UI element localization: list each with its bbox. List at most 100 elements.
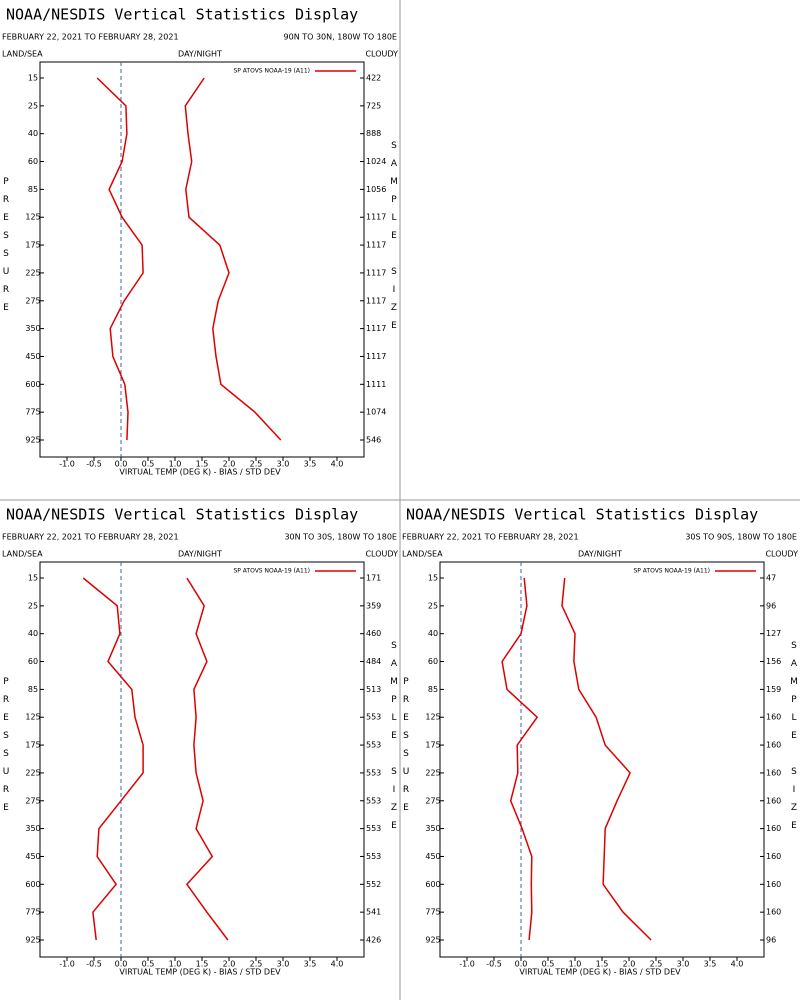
profile-line [501,577,539,941]
y2-axis-label: SAMPLE SIZE [389,641,399,839]
y-axis-label: PRESSURE [1,677,11,821]
x-tick-label: -0.5 [486,960,502,969]
sample-size: 553 [366,824,381,833]
pressure-label: 775 [425,908,440,917]
sample-size: 888 [366,129,381,138]
x-tick-label: 3.5 [304,960,317,969]
pressure-label: 275 [425,796,440,805]
pressure-label: 25 [28,101,38,110]
sample-size: 160 [766,768,781,777]
x-tick-label: 4.0 [331,460,344,469]
y-axis-label: PRESSURE [401,677,411,821]
plot-frame [439,561,765,958]
region: 30N TO 30S, 180W TO 180E [284,533,397,542]
pressure-label: 350 [25,324,40,333]
x-tick-label: -1.0 [59,460,75,469]
sample-size: 96 [766,936,776,945]
pressure-label: 450 [25,352,40,361]
x-tick-label: 1.0 [569,960,582,969]
pressure-label: 85 [28,185,38,194]
pressure-label: 15 [28,74,38,83]
pressure-label: 925 [25,436,40,445]
sample-size: 96 [766,601,776,610]
header: DAY/NIGHT [178,50,222,59]
pressure-label: 600 [425,880,440,889]
profile-line [184,77,282,441]
region: 90N TO 30N, 180W TO 180E [284,33,397,42]
x-axis-label: VIRTUAL TEMP (DEG K) - BIAS / STD DEV [519,968,681,977]
x-tick-label: 1.0 [169,460,182,469]
sample-size: 127 [766,629,781,638]
sample-size: 1056 [366,185,386,194]
chart-title: NOAA/NESDIS Vertical Statistics Display [6,6,358,24]
sample-size: 553 [366,852,381,861]
sample-size: 1117 [366,296,386,305]
sample-size: 426 [366,936,381,945]
panel: NOAA/NESDIS Vertical Statistics Display F… [1,6,399,477]
sample-size: 160 [766,852,781,861]
pressure-label: 775 [25,408,40,417]
sample-size: 1117 [366,241,386,250]
x-tick-label: 3.0 [277,960,290,969]
x-tick-label: 0.0 [515,960,528,969]
pressure-label: 40 [28,629,38,638]
sample-size: 160 [766,908,781,917]
date-range: FEBRUARY 22, 2021 TO FEBRUARY 28, 2021 [402,533,579,542]
pressure-label: 15 [28,574,38,583]
x-tick-label: 4.0 [331,960,344,969]
sample-size: 171 [366,574,381,583]
sample-size: 553 [366,741,381,750]
header: LAND/SEA [2,50,43,59]
x-tick-label: 0.5 [542,960,555,969]
x-axis-label: VIRTUAL TEMP (DEG K) - BIAS / STD DEV [119,468,281,477]
date-range: FEBRUARY 22, 2021 TO FEBRUARY 28, 2021 [2,33,179,42]
x-tick-label: 1.5 [196,460,209,469]
x-tick-label: 4.0 [731,960,744,969]
profile-line [185,577,229,941]
x-axis-label: VIRTUAL TEMP (DEG K) - BIAS / STD DEV [119,968,281,977]
pressure-label: 60 [28,657,38,666]
x-tick-label: -0.5 [86,460,102,469]
pressure-label: 775 [25,908,40,917]
sample-size: 160 [766,796,781,805]
header: CLOUDY [365,50,398,59]
y2-axis-label: SAMPLE SIZE [389,141,399,339]
pressure-label: 125 [25,713,40,722]
sample-size: 1117 [366,324,386,333]
pressure-label: 60 [428,657,438,666]
pressure-label: 175 [425,741,440,750]
y-axis-label: PRESSURE [1,177,11,321]
pressure-label: 450 [25,852,40,861]
x-tick-label: 2.5 [250,460,263,469]
x-tick-label: 1.5 [596,960,609,969]
sample-size: 1111 [366,380,386,389]
y2-axis-label: SAMPLE SIZE [789,641,799,839]
sample-size: 160 [766,880,781,889]
sample-size: 1117 [366,268,386,277]
pressure-label: 40 [28,129,38,138]
pressure-label: 225 [25,268,40,277]
pressure-label: 125 [425,713,440,722]
header: LAND/SEA [402,550,443,559]
chart-title: NOAA/NESDIS Vertical Statistics Display [6,506,358,524]
x-tick-label: 0.5 [142,460,155,469]
sample-size: 1117 [366,213,386,222]
legend-label: SP ATOVS NOAA-19 (A11) [633,568,710,575]
sample-size: 1024 [366,157,386,166]
header: DAY/NIGHT [178,550,222,559]
header: DAY/NIGHT [578,550,622,559]
pressure-label: 175 [25,241,40,250]
sample-size: 553 [366,768,381,777]
x-tick-label: 2.0 [223,460,236,469]
profile-line [561,577,652,941]
profile-line [82,577,144,941]
x-tick-label: 3.0 [277,460,290,469]
legend-label: SP ATOVS NOAA-19 (A11) [233,68,310,75]
pressure-label: 60 [28,157,38,166]
sample-size: 160 [766,713,781,722]
header: CLOUDY [365,550,398,559]
x-tick-label: 2.0 [623,960,636,969]
pressure-label: 85 [428,685,438,694]
x-tick-label: 0.5 [142,960,155,969]
